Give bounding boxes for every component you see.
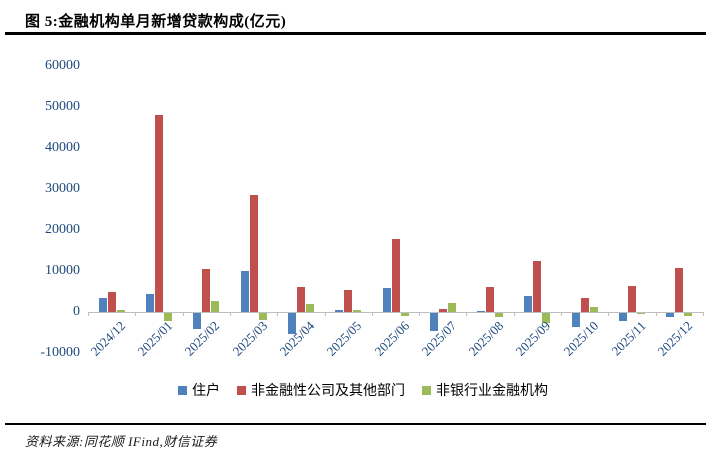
bar: [524, 296, 532, 312]
x-axis-category-text: 2025/01: [134, 318, 176, 359]
y-axis-tick-label: 20000: [45, 222, 80, 237]
bar: [495, 313, 503, 317]
y-axis-tick-label: 60000: [45, 58, 80, 73]
bar: [637, 313, 645, 314]
bar: [486, 287, 494, 312]
bar: [344, 290, 352, 312]
bar: [288, 313, 296, 334]
bar: [306, 304, 314, 312]
bar: [211, 301, 219, 312]
x-axis-tick: [230, 312, 231, 316]
y-axis-tick-label: 0: [73, 304, 80, 319]
bar: [675, 268, 683, 312]
legend-swatch-icon: [237, 385, 246, 395]
x-axis-category-text: 2025/02: [181, 318, 223, 359]
x-axis-tick: [325, 312, 326, 316]
bar: [108, 292, 116, 312]
x-axis-tick: [419, 312, 420, 316]
bar: [99, 298, 107, 312]
x-axis-category-text: 2025/10: [560, 318, 602, 359]
x-axis-category-text: 2025/04: [276, 318, 318, 359]
x-axis-tick: [183, 312, 184, 316]
bar: [533, 261, 541, 312]
x-axis-tick: [135, 312, 136, 316]
bar: [117, 310, 125, 312]
x-axis-category-text: 2025/08: [465, 318, 507, 359]
x-axis-tick: [656, 312, 657, 316]
bar: [259, 313, 267, 320]
bar: [401, 313, 409, 316]
bar: [477, 311, 485, 312]
y-axis-tick-label: -10000: [40, 345, 80, 360]
x-axis-category-text: 2025/11: [608, 318, 649, 359]
bar: [202, 269, 210, 312]
bar-chart: 住户 非金融性公司及其他部门 非银行业金融机构 -10000 0 10000 20000 3…: [0, 58, 726, 400]
legend-label: 非银行业金融机构: [436, 384, 548, 399]
legend-item: 住户: [178, 380, 220, 400]
y-axis-tick-label: 10000: [45, 263, 80, 278]
x-axis-category-text: 2025/09: [512, 318, 554, 359]
x-axis-category-text: 2025/03: [229, 318, 271, 359]
bar: [297, 287, 305, 312]
bar: [146, 294, 154, 312]
bar: [193, 313, 201, 329]
x-axis-tick: [277, 312, 278, 316]
legend-label: 非金融性公司及其他部门: [251, 384, 405, 399]
bar: [628, 286, 636, 312]
x-axis-tick: [372, 312, 373, 316]
bar: [581, 298, 589, 312]
figure-title: 图 5:金融机构单月新增贷款构成(亿元): [25, 14, 287, 30]
x-axis-category-text: 2025/07: [418, 318, 460, 359]
x-axis-tick: [466, 312, 467, 316]
title-rule: [5, 32, 706, 35]
chart-legend: 住户 非金融性公司及其他部门 非银行业金融机构: [0, 380, 726, 400]
x-axis-category-text: 2025/05: [323, 318, 365, 359]
legend-swatch-icon: [422, 385, 431, 395]
legend-item: 非金融性公司及其他部门: [237, 380, 405, 400]
bar: [155, 115, 163, 312]
bar: [383, 288, 391, 312]
footer-rule: [5, 423, 706, 425]
bar: [430, 313, 438, 331]
x-axis-category-text: 2024/12: [87, 318, 129, 359]
bar: [353, 310, 361, 312]
bar: [666, 313, 674, 317]
x-axis-category-text: 2025/12: [654, 318, 696, 359]
bar: [250, 195, 258, 312]
bar: [164, 313, 172, 321]
y-axis-tick-label: 40000: [45, 140, 80, 155]
x-axis-tick: [514, 312, 515, 316]
y-axis-tick-label: 30000: [45, 181, 80, 196]
legend-item: 非银行业金融机构: [422, 380, 548, 400]
legend-swatch-icon: [178, 385, 187, 395]
bar: [241, 271, 249, 312]
x-axis-tick: [703, 312, 704, 316]
y-axis-tick-label: 50000: [45, 99, 80, 114]
x-axis-line: [88, 312, 703, 313]
x-axis-tick: [608, 312, 609, 316]
bar: [448, 303, 456, 312]
bar: [619, 313, 627, 321]
bar: [439, 309, 447, 312]
source-note: 资料来源:同花顺 IFind,财信证券: [25, 434, 218, 449]
bar: [590, 307, 598, 312]
legend-label: 住户: [192, 384, 220, 399]
x-axis-tick: [88, 312, 89, 316]
bar: [392, 239, 400, 312]
bar: [542, 313, 550, 323]
x-axis-tick: [561, 312, 562, 316]
bar: [335, 310, 343, 312]
bar: [684, 313, 692, 316]
bar: [572, 313, 580, 327]
x-axis-category-text: 2025/06: [371, 318, 413, 359]
